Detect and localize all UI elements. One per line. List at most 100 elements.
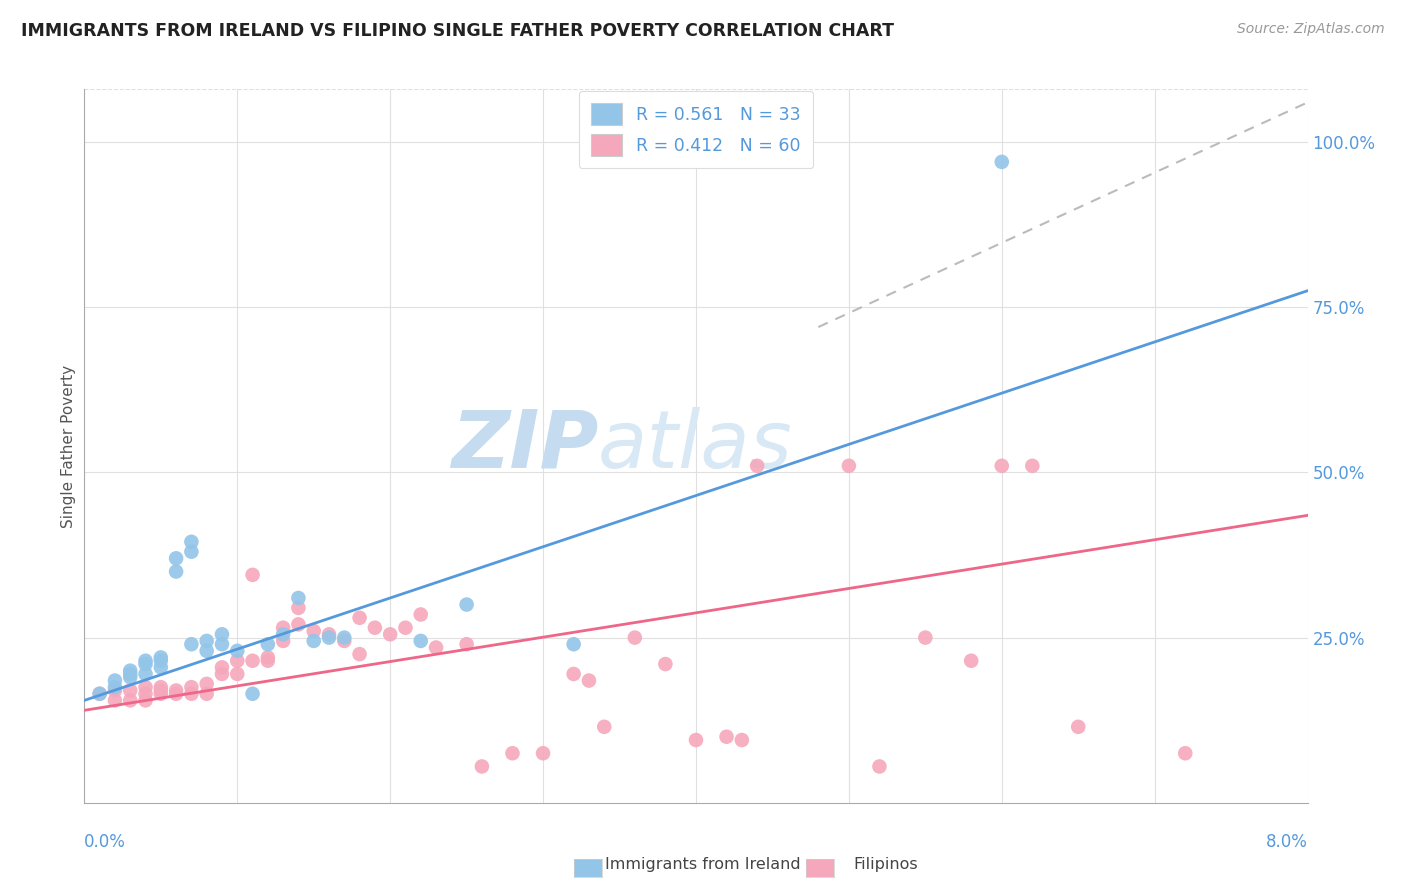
Point bbox=[120, 683, 142, 698]
Point bbox=[89, 687, 111, 701]
Point bbox=[242, 567, 264, 582]
Point bbox=[149, 687, 172, 701]
Point bbox=[287, 600, 309, 615]
Point bbox=[135, 667, 157, 681]
Point bbox=[302, 624, 325, 638]
Point bbox=[654, 657, 676, 671]
Point bbox=[409, 607, 432, 622]
Point bbox=[135, 657, 157, 671]
Point bbox=[1021, 458, 1043, 473]
Point bbox=[149, 654, 172, 668]
Point bbox=[1174, 746, 1197, 760]
Text: Source: ZipAtlas.com: Source: ZipAtlas.com bbox=[1237, 22, 1385, 37]
Point bbox=[531, 746, 554, 760]
Point bbox=[211, 667, 233, 681]
Legend: R = 0.561   N = 33, R = 0.412   N = 60: R = 0.561 N = 33, R = 0.412 N = 60 bbox=[579, 91, 813, 169]
Point bbox=[211, 637, 233, 651]
Point bbox=[120, 670, 142, 684]
Text: 0.0%: 0.0% bbox=[84, 832, 127, 851]
Point bbox=[731, 733, 754, 747]
Point bbox=[333, 631, 356, 645]
Point bbox=[562, 667, 585, 681]
Point bbox=[914, 631, 936, 645]
Point bbox=[226, 654, 249, 668]
Point bbox=[349, 611, 371, 625]
Text: ZIP: ZIP bbox=[451, 407, 598, 485]
Point bbox=[349, 647, 371, 661]
Point bbox=[318, 631, 340, 645]
Y-axis label: Single Father Poverty: Single Father Poverty bbox=[60, 365, 76, 527]
Point bbox=[180, 680, 202, 694]
Point bbox=[226, 667, 249, 681]
Point bbox=[333, 634, 356, 648]
Point bbox=[257, 637, 280, 651]
Point bbox=[180, 687, 202, 701]
Point bbox=[120, 664, 142, 678]
Point bbox=[135, 687, 157, 701]
Point bbox=[195, 687, 218, 701]
Point bbox=[869, 759, 891, 773]
Point bbox=[364, 621, 387, 635]
Point bbox=[271, 627, 294, 641]
Point bbox=[180, 637, 202, 651]
Point bbox=[380, 627, 402, 641]
Point bbox=[165, 565, 187, 579]
Point bbox=[471, 759, 494, 773]
Point bbox=[104, 683, 127, 698]
Point bbox=[104, 693, 127, 707]
Point bbox=[287, 617, 309, 632]
Point bbox=[960, 654, 983, 668]
Point bbox=[287, 591, 309, 605]
Point bbox=[120, 667, 142, 681]
Point bbox=[120, 693, 142, 707]
Point bbox=[149, 683, 172, 698]
Point bbox=[149, 680, 172, 694]
Text: Immigrants from Ireland: Immigrants from Ireland bbox=[605, 857, 801, 872]
Point bbox=[562, 637, 585, 651]
Text: atlas: atlas bbox=[598, 407, 793, 485]
Point bbox=[149, 650, 172, 665]
Point bbox=[242, 687, 264, 701]
Text: 8.0%: 8.0% bbox=[1265, 832, 1308, 851]
Point bbox=[991, 458, 1014, 473]
Point bbox=[104, 673, 127, 688]
Point bbox=[271, 634, 294, 648]
Point bbox=[302, 634, 325, 648]
Point bbox=[180, 545, 202, 559]
Point bbox=[211, 627, 233, 641]
Point bbox=[456, 598, 478, 612]
Point bbox=[838, 458, 860, 473]
Point bbox=[624, 631, 647, 645]
Point bbox=[257, 650, 280, 665]
Point bbox=[1067, 720, 1090, 734]
Point bbox=[991, 154, 1014, 169]
Point bbox=[242, 654, 264, 668]
Point bbox=[195, 644, 218, 658]
Point bbox=[149, 660, 172, 674]
Point bbox=[257, 654, 280, 668]
Point bbox=[89, 687, 111, 701]
Point bbox=[135, 680, 157, 694]
Point bbox=[456, 637, 478, 651]
Point bbox=[685, 733, 707, 747]
Point bbox=[716, 730, 738, 744]
Point bbox=[195, 677, 218, 691]
Point bbox=[593, 720, 616, 734]
Point bbox=[318, 627, 340, 641]
Point bbox=[747, 458, 769, 473]
Point bbox=[165, 683, 187, 698]
Point bbox=[211, 660, 233, 674]
Point bbox=[226, 644, 249, 658]
Point bbox=[180, 534, 202, 549]
Point bbox=[502, 746, 524, 760]
Point bbox=[425, 640, 447, 655]
Point bbox=[394, 621, 416, 635]
Point bbox=[165, 551, 187, 566]
Point bbox=[165, 687, 187, 701]
Point bbox=[104, 680, 127, 694]
Point bbox=[135, 693, 157, 707]
Text: Filipinos: Filipinos bbox=[853, 857, 918, 872]
Point bbox=[409, 634, 432, 648]
Point bbox=[271, 621, 294, 635]
Text: IMMIGRANTS FROM IRELAND VS FILIPINO SINGLE FATHER POVERTY CORRELATION CHART: IMMIGRANTS FROM IRELAND VS FILIPINO SING… bbox=[21, 22, 894, 40]
